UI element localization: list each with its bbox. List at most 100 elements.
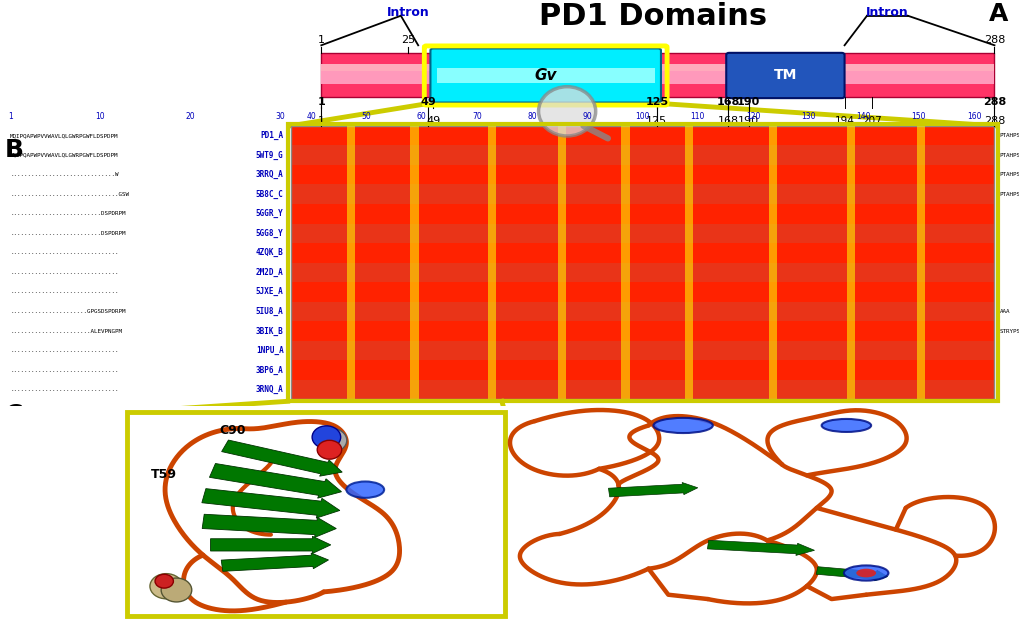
Text: 80: 80 (527, 112, 536, 121)
Text: 110: 110 (690, 112, 704, 121)
Text: 125: 125 (645, 97, 667, 107)
Ellipse shape (316, 428, 346, 452)
Text: 168: 168 (716, 97, 739, 107)
Bar (290, 341, 994, 360)
Text: ...............................: ............................... (10, 387, 118, 392)
Text: 70: 70 (472, 112, 481, 121)
Text: ...............................: ............................... (10, 367, 118, 372)
Bar (410, 126, 418, 399)
Text: 10: 10 (96, 112, 105, 121)
Text: 160: 160 (966, 112, 980, 121)
Text: 5WT9_G: 5WT9_G (256, 150, 283, 160)
FancyArrow shape (221, 553, 328, 571)
Text: 130: 130 (800, 112, 815, 121)
Text: 25: 25 (400, 35, 415, 45)
Text: 49: 49 (426, 116, 440, 126)
Text: TM: TM (773, 69, 796, 82)
Bar (290, 223, 994, 243)
Text: 20: 20 (185, 112, 195, 121)
Text: 1: 1 (318, 35, 324, 45)
Bar (621, 126, 629, 399)
Bar (684, 126, 692, 399)
FancyArrow shape (221, 440, 341, 476)
Text: 5B8C_C: 5B8C_C (256, 190, 283, 199)
Text: ......................GPGSDSPDRPM: ......................GPGSDSPDRPM (10, 309, 125, 314)
Ellipse shape (312, 426, 340, 448)
Text: PTAHPSPSP: PTAHPSPSP (999, 172, 1019, 177)
Text: 1: 1 (317, 97, 325, 107)
Text: 207: 207 (861, 116, 881, 126)
Text: 4ZQK_B: 4ZQK_B (256, 248, 283, 257)
Bar (290, 145, 994, 165)
Text: 125: 125 (646, 116, 666, 126)
Text: 5IU8_A: 5IU8_A (256, 307, 283, 316)
Text: 3RNQ_A: 3RNQ_A (256, 385, 283, 394)
Ellipse shape (161, 578, 192, 602)
FancyArrow shape (608, 482, 697, 497)
Text: 100: 100 (635, 112, 649, 121)
Text: 5GGR_Y: 5GGR_Y (256, 209, 283, 218)
Text: ...............................GSW: ...............................GSW (10, 192, 129, 197)
Text: C90: C90 (219, 425, 246, 437)
Bar (916, 126, 924, 399)
Bar (5, 126, 290, 399)
Bar (557, 126, 566, 399)
Text: 5JXE_A: 5JXE_A (256, 287, 283, 296)
Text: ..........................DSPDRPM: ..........................DSPDRPM (10, 231, 125, 236)
Text: 40: 40 (306, 112, 316, 121)
Bar (290, 380, 994, 399)
Text: ...............................: ............................... (10, 270, 118, 275)
Bar (290, 126, 994, 399)
Text: ...............................: ............................... (10, 250, 118, 255)
Bar (321, 65, 994, 71)
Text: 3BIK_B: 3BIK_B (256, 326, 283, 335)
Text: 49: 49 (420, 97, 436, 107)
Text: PD1_A: PD1_A (260, 131, 283, 140)
Ellipse shape (843, 565, 888, 581)
Bar (290, 263, 994, 282)
Text: 30: 30 (275, 112, 285, 121)
Bar (436, 68, 654, 83)
Bar (321, 53, 994, 97)
Bar (127, 412, 504, 616)
Text: 120: 120 (745, 112, 759, 121)
Text: ...............................: ............................... (10, 289, 118, 294)
Text: PD1 Domains: PD1 Domains (538, 2, 766, 31)
Text: T59: T59 (151, 469, 176, 481)
Text: 50: 50 (361, 112, 371, 121)
Text: 5GG8_Y: 5GG8_Y (256, 229, 283, 238)
Text: 194: 194 (834, 116, 854, 126)
FancyArrow shape (707, 540, 814, 555)
Ellipse shape (821, 419, 870, 432)
Text: 190: 190 (738, 116, 758, 126)
Bar (768, 126, 776, 399)
FancyBboxPatch shape (430, 48, 660, 103)
Text: Intron: Intron (865, 6, 908, 19)
Text: Gv: Gv (534, 68, 556, 83)
Text: 2M2D_A: 2M2D_A (256, 268, 283, 277)
Text: 1NPU_A: 1NPU_A (256, 346, 283, 355)
Ellipse shape (346, 482, 384, 498)
FancyArrow shape (202, 515, 336, 537)
Bar (846, 126, 854, 399)
Text: 288: 288 (983, 35, 1004, 45)
Text: 150: 150 (911, 112, 925, 121)
Text: A: A (987, 2, 1007, 26)
Bar (346, 126, 355, 399)
Text: B: B (5, 138, 24, 162)
Bar (321, 67, 994, 84)
Text: 288: 288 (982, 97, 1005, 107)
Ellipse shape (856, 569, 875, 577)
Text: 90: 90 (582, 112, 592, 121)
Text: ..........................DSPDRPM: ..........................DSPDRPM (10, 211, 125, 216)
FancyArrow shape (210, 537, 330, 554)
FancyBboxPatch shape (726, 53, 844, 98)
Bar (0, 406, 1019, 629)
Text: ...............................: ............................... (10, 348, 118, 353)
Text: AAA: AAA (999, 309, 1009, 314)
Bar (287, 124, 997, 401)
Text: ..............................W: ..............................W (10, 172, 118, 177)
Ellipse shape (538, 87, 595, 136)
Text: 3BP6_A: 3BP6_A (256, 365, 283, 375)
Text: MQIPQAPWPVVWAVLQLGWRPGWFLDSPDPM: MQIPQAPWPVVWAVLQLGWRPGWFLDSPDPM (10, 153, 118, 158)
